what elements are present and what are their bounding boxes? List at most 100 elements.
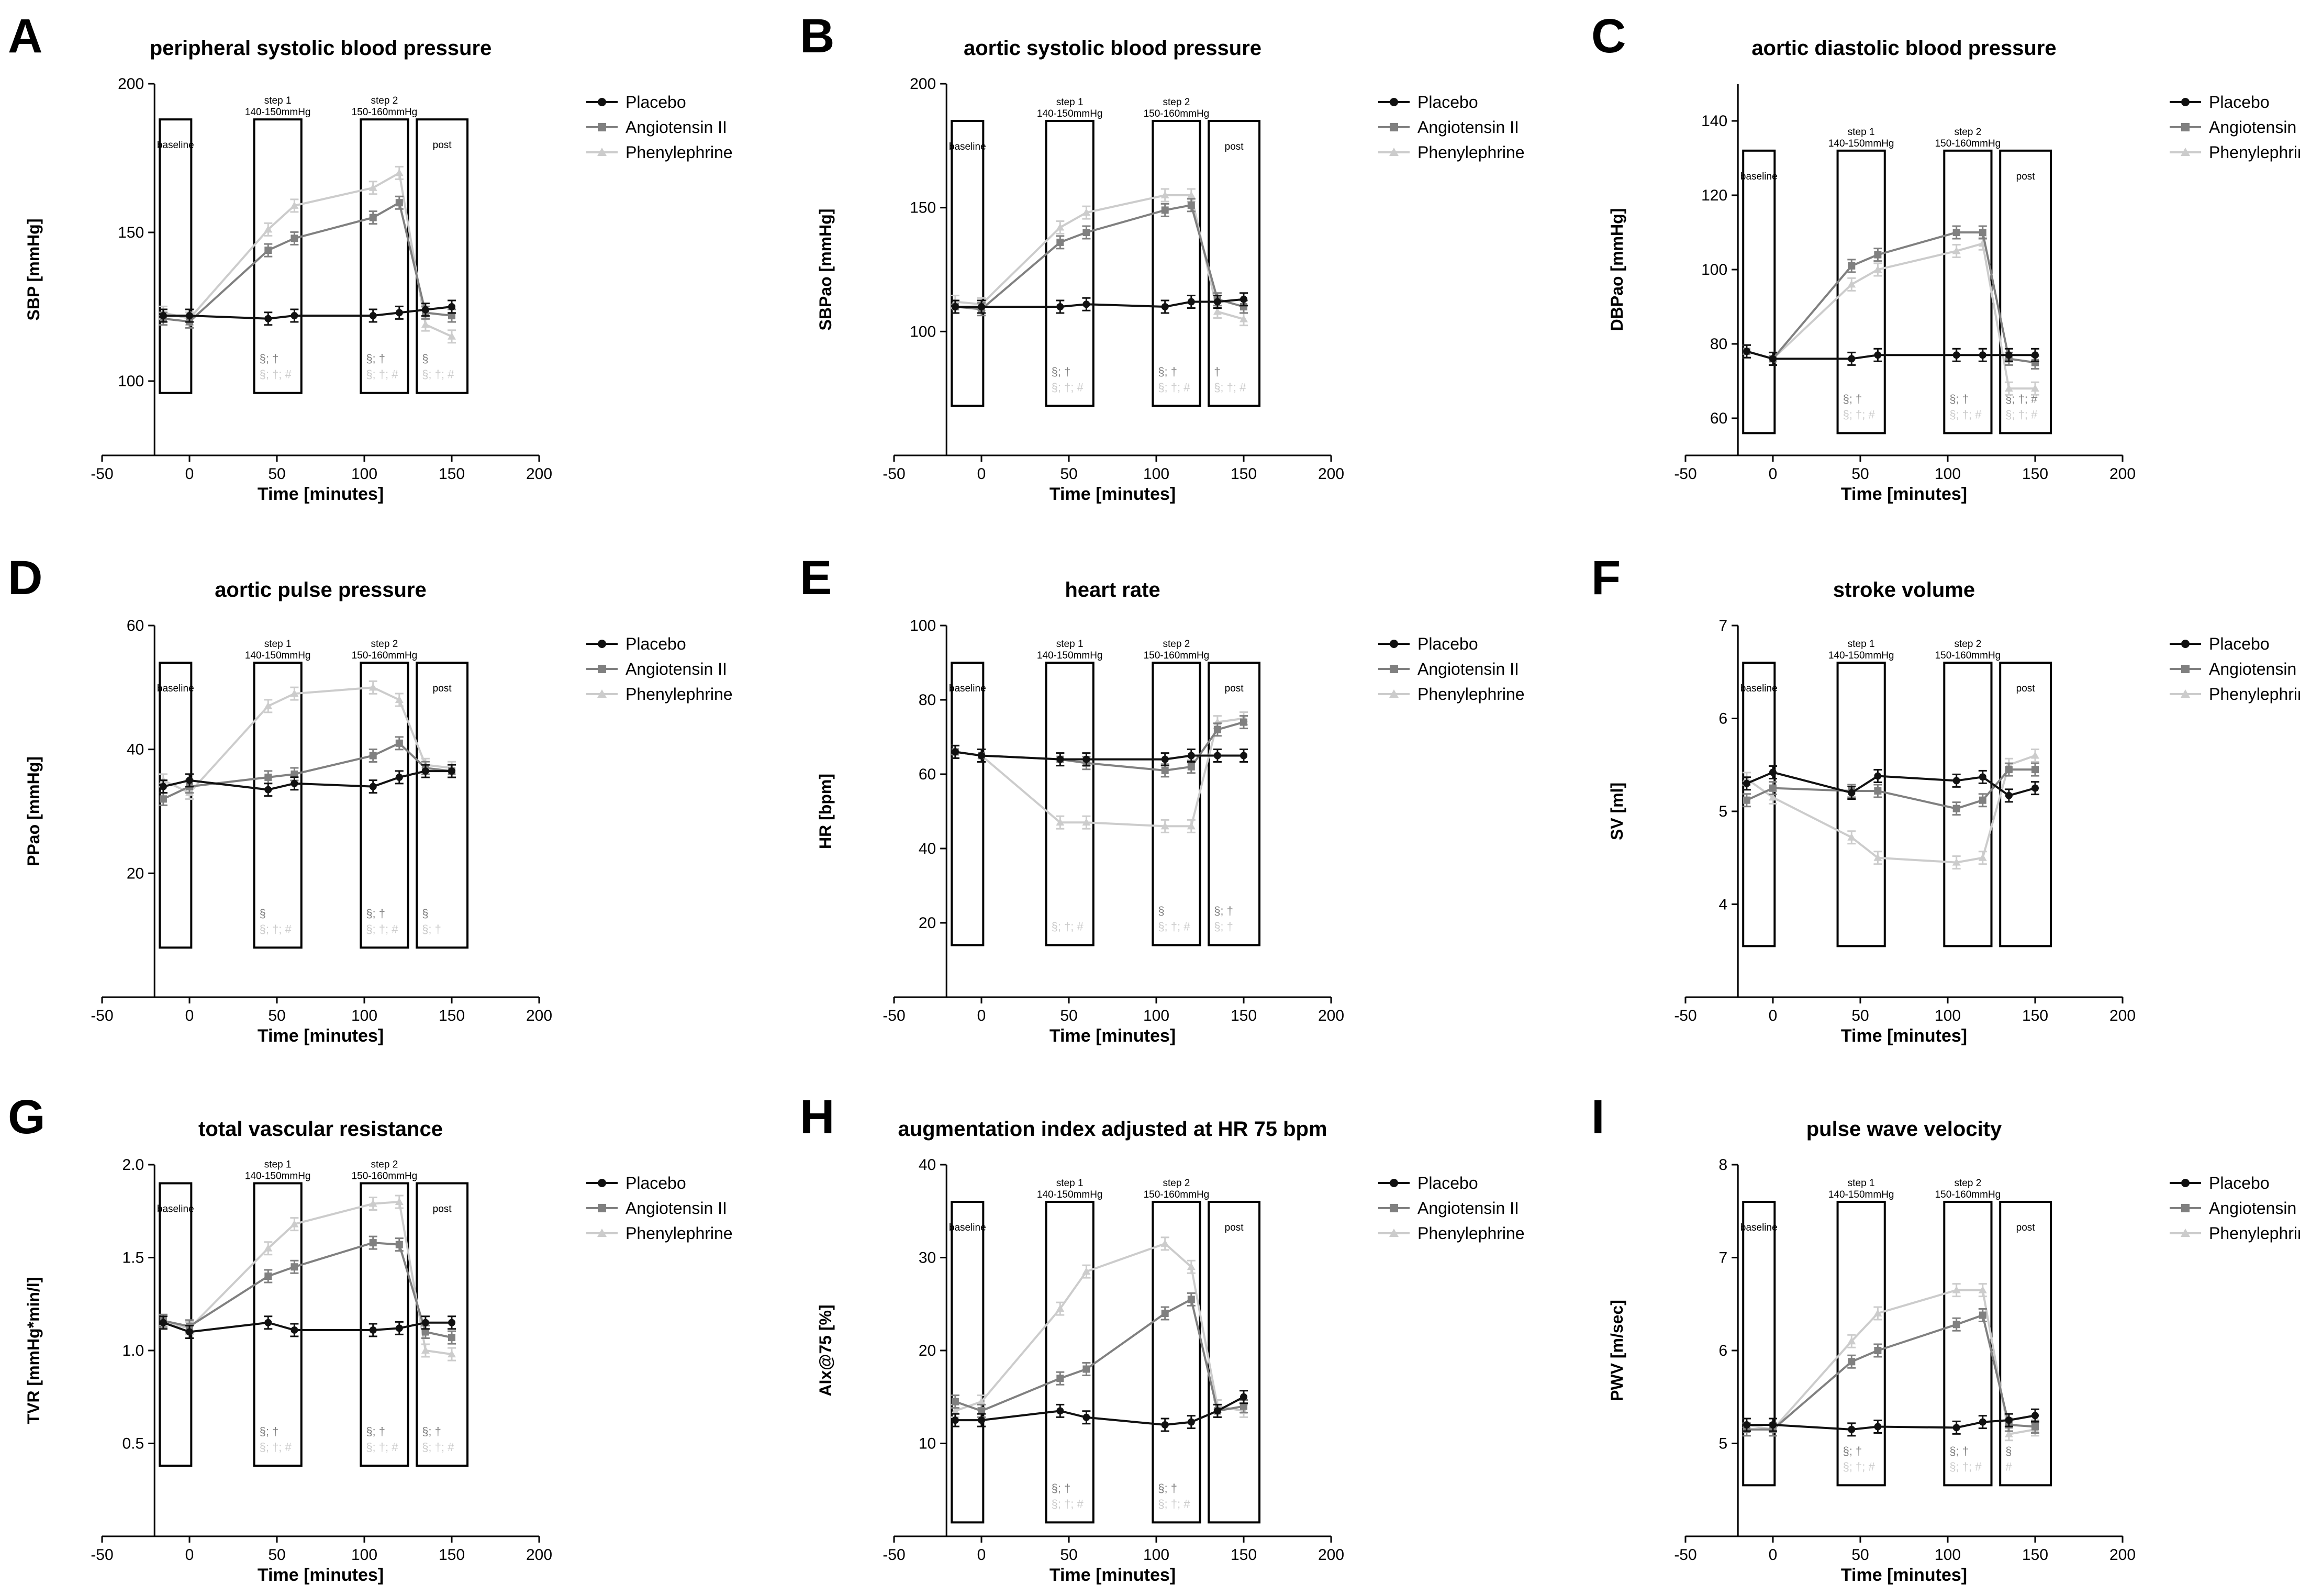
legend-label: Phenylephrine — [1417, 1224, 1525, 1243]
series-angiotensin-ii — [1742, 1308, 2039, 1437]
chart-title: aortic pulse pressure — [215, 578, 427, 601]
x-tick-label: 50 — [268, 465, 285, 483]
phase-label-step1: step 1 — [1848, 639, 1875, 650]
significance-phenylephrine: §; †; # — [1052, 381, 1084, 394]
data-point — [1213, 752, 1221, 760]
phase-label-baseline: baseline — [157, 1204, 194, 1215]
data-point — [395, 199, 403, 207]
data-point — [1240, 718, 1247, 726]
phase-sublabel-step2: 150-160mmHg — [1935, 1189, 2001, 1200]
panel-letter: D — [8, 551, 42, 605]
x-tick-label: 150 — [439, 465, 465, 483]
series-line-placebo — [163, 1321, 452, 1333]
phase-box-post — [416, 118, 469, 394]
legend-marker — [1390, 640, 1398, 648]
phase-label-baseline: baseline — [949, 141, 986, 152]
y-tick-label: 60 — [1710, 410, 1727, 427]
data-point — [290, 1220, 299, 1227]
data-point — [369, 183, 377, 191]
data-point — [1056, 303, 1064, 310]
data-point — [264, 1244, 273, 1252]
x-tick-label: 100 — [351, 465, 377, 483]
data-point — [159, 1319, 167, 1326]
x-tick-label: 50 — [268, 1546, 285, 1564]
legend-marker — [2181, 123, 2190, 131]
phase-label-step2: step 2 — [371, 1159, 398, 1170]
data-point — [1952, 858, 1961, 866]
y-tick-label: 0.5 — [122, 1435, 144, 1453]
legend-marker — [1389, 689, 1399, 698]
series-line-phenylephrine — [955, 194, 1244, 320]
significance-phenylephrine: §; †; # — [260, 922, 292, 935]
phase-box-step2 — [1152, 120, 1201, 407]
data-point — [159, 783, 167, 790]
phase-label-step1: step 1 — [1848, 127, 1875, 138]
significance-phenylephrine: §; †; # — [1158, 381, 1190, 394]
data-point — [1161, 206, 1169, 214]
y-tick-label: 60 — [127, 617, 144, 634]
significance-phenylephrine: §; †; # — [366, 1441, 398, 1454]
legend-marker — [2181, 665, 2190, 673]
data-point — [1873, 1309, 1882, 1316]
data-point — [1082, 755, 1090, 763]
phase-box-post — [1999, 1201, 2052, 1487]
phase-label-step1: step 1 — [1056, 97, 1084, 108]
data-point — [2004, 384, 2013, 392]
phase-box-step1 — [1836, 149, 1886, 434]
legend-label: Angiotensin II — [626, 660, 727, 678]
x-tick-label: 200 — [2109, 465, 2136, 483]
y-tick-label: 6 — [1719, 710, 1728, 728]
significance-angiotensin: §; † — [1158, 365, 1177, 378]
series-line-placebo — [1746, 771, 2036, 797]
phase-label-step1: step 1 — [1848, 1178, 1875, 1189]
legend: Placebo Angiotensin II Phenylephrine — [586, 93, 733, 162]
legend-marker — [598, 98, 606, 106]
data-point — [1743, 779, 1750, 787]
phase-label-baseline: baseline — [1740, 1222, 1778, 1233]
x-tick-label: 0 — [185, 465, 194, 483]
data-point — [290, 689, 299, 697]
panel-letter: A — [8, 9, 42, 63]
data-point — [1161, 303, 1169, 310]
series-line-angiotensin-ii — [163, 1242, 452, 1339]
data-point — [1769, 768, 1777, 776]
significance-angiotensin: § — [2005, 1444, 2012, 1457]
data-point — [1978, 853, 1987, 861]
phase-box-step2 — [360, 1182, 409, 1467]
x-tick-label: 0 — [185, 1007, 194, 1024]
x-tick-label: 50 — [1060, 465, 1077, 483]
data-point — [1056, 818, 1065, 826]
data-point — [1874, 772, 1882, 780]
data-point — [448, 767, 455, 775]
data-point — [369, 783, 377, 790]
x-tick-label: 0 — [977, 465, 986, 483]
phase-box-post — [1999, 662, 2052, 947]
data-point — [1056, 755, 1064, 763]
data-point — [951, 1416, 959, 1424]
phase-box-step1 — [1045, 662, 1095, 946]
data-point — [2004, 1430, 2013, 1437]
x-tick-label: 100 — [1143, 1546, 1169, 1564]
legend-label: Phenylephrine — [626, 143, 733, 162]
x-tick-label: 0 — [1769, 1007, 1778, 1024]
data-point — [1187, 1418, 1195, 1426]
series-angiotensin-ii — [159, 736, 456, 806]
legend-marker — [2181, 640, 2190, 648]
legend-marker — [598, 123, 606, 131]
series-line-phenylephrine — [1746, 754, 2036, 864]
x-tick-label: 100 — [1143, 1007, 1169, 1024]
data-point — [1952, 805, 1960, 812]
y-axis-label: DBPao [mmHg] — [1607, 208, 1626, 331]
y-tick-label: 6 — [1719, 1342, 1728, 1359]
x-tick-label: 150 — [1231, 1007, 1257, 1024]
legend-marker — [2181, 148, 2190, 156]
y-tick-label: 80 — [919, 691, 936, 709]
data-point — [1743, 796, 1750, 804]
x-tick-label: 200 — [526, 465, 552, 483]
y-tick-label: 30 — [919, 1249, 936, 1267]
legend-marker — [598, 1179, 606, 1187]
significance-phenylephrine: §; †; # — [1158, 1497, 1190, 1510]
